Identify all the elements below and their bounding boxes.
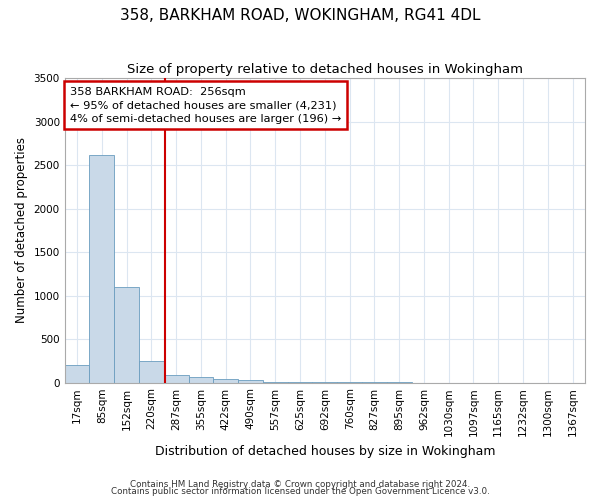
Title: Size of property relative to detached houses in Wokingham: Size of property relative to detached ho…	[127, 62, 523, 76]
Bar	[164, 375, 188, 382]
Text: 358, BARKHAM ROAD, WOKINGHAM, RG41 4DL: 358, BARKHAM ROAD, WOKINGHAM, RG41 4DL	[120, 8, 480, 22]
Text: Contains public sector information licensed under the Open Government Licence v3: Contains public sector information licen…	[110, 487, 490, 496]
Text: Contains HM Land Registry data © Crown copyright and database right 2024.: Contains HM Land Registry data © Crown c…	[130, 480, 470, 489]
Bar	[238, 380, 263, 382]
Bar	[214, 379, 238, 382]
Bar	[89, 154, 114, 382]
Bar	[65, 365, 89, 382]
Bar	[114, 287, 139, 382]
Text: 358 BARKHAM ROAD:  256sqm
← 95% of detached houses are smaller (4,231)
4% of sem: 358 BARKHAM ROAD: 256sqm ← 95% of detach…	[70, 87, 341, 124]
X-axis label: Distribution of detached houses by size in Wokingham: Distribution of detached houses by size …	[155, 444, 495, 458]
Bar	[139, 361, 164, 382]
Bar	[188, 377, 214, 382]
Y-axis label: Number of detached properties: Number of detached properties	[15, 138, 28, 324]
